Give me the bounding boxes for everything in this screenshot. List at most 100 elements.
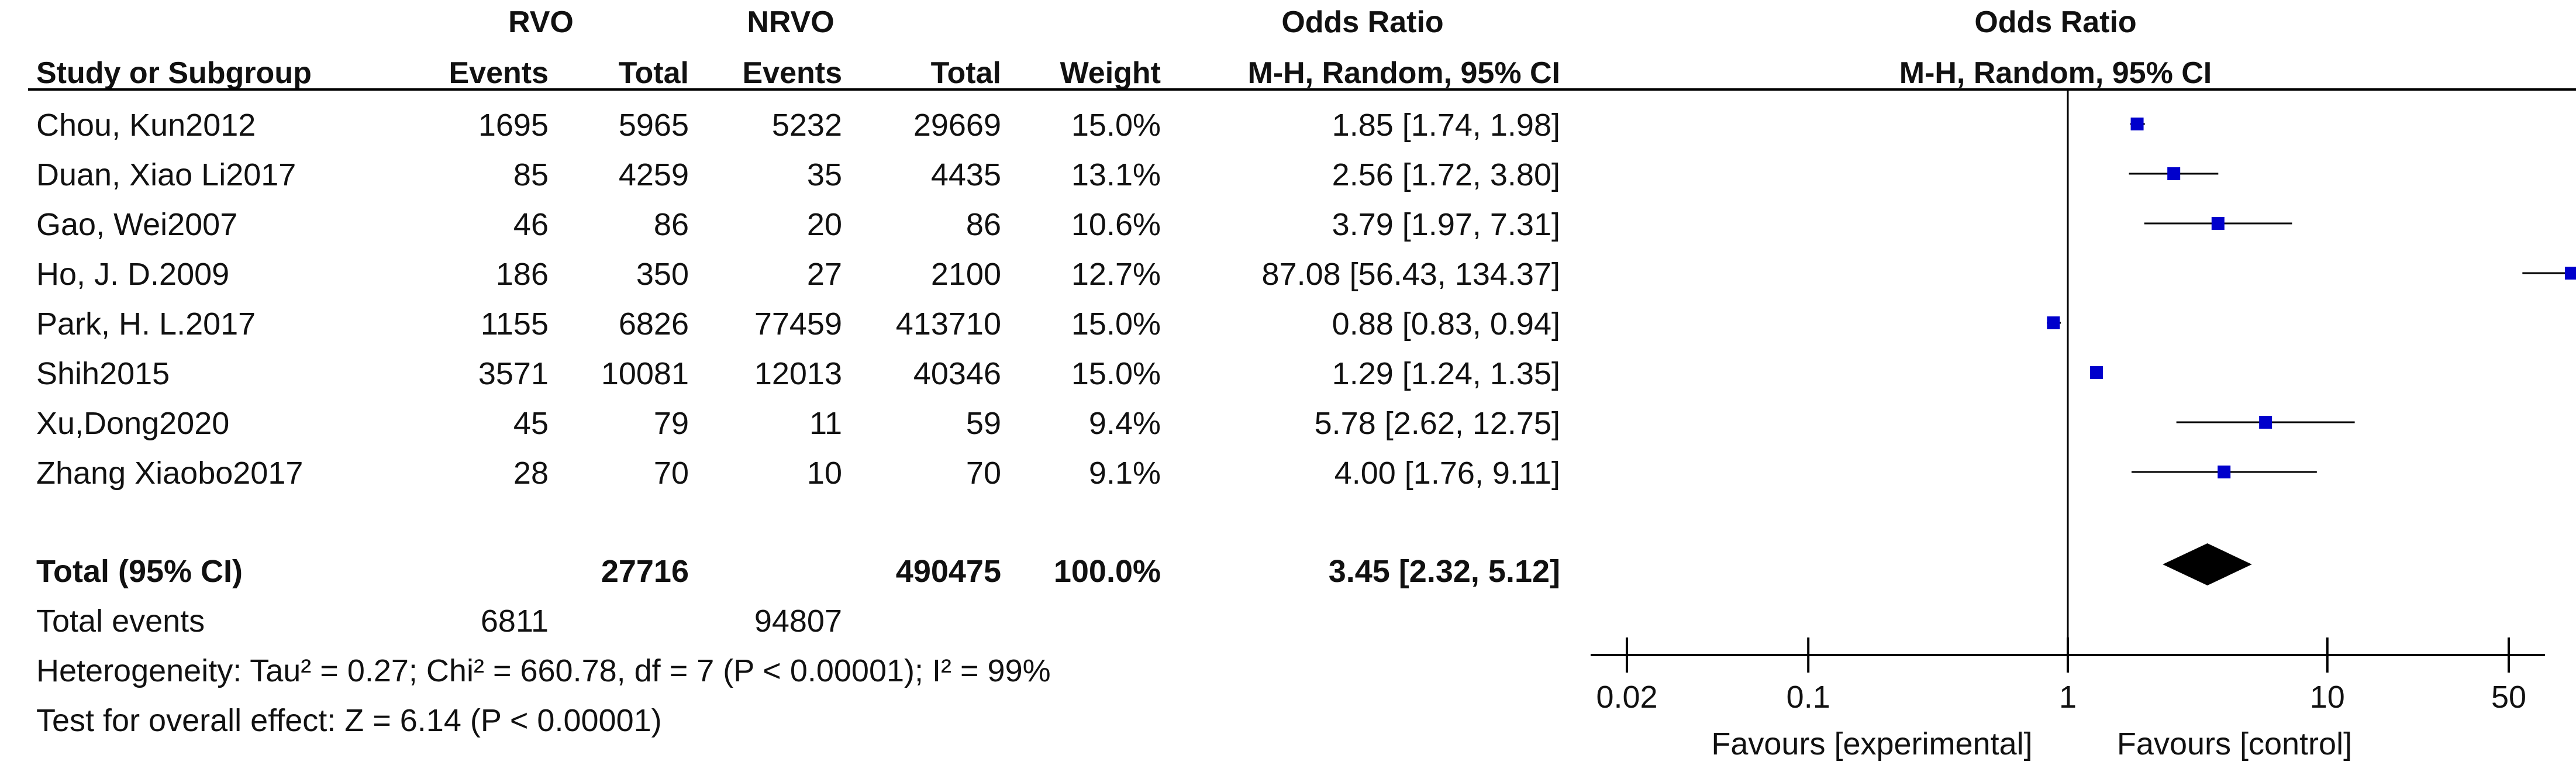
total-row: Total (95% CI) 27716 490475 100.0% 3.45 …: [36, 554, 1560, 589]
weight-cell: 15.0%: [1071, 356, 1161, 391]
weight-column-header: Weight: [1060, 56, 1161, 90]
plot-title: Odds Ratio: [1974, 5, 2136, 39]
point-estimate: [2564, 267, 2576, 280]
study-markers: [2047, 118, 2576, 478]
group2-header: NRVO: [747, 5, 834, 39]
table-row: Duan, Xiao Li2017 85 4259 35 4435 13.1% …: [36, 157, 1560, 192]
weight-cell: 9.1%: [1089, 456, 1161, 491]
favours-control-label: Favours [control]: [2117, 726, 2352, 761]
total2-cell: 413710: [896, 306, 1001, 342]
or-cell: 1.85 [1.74, 1.98]: [1332, 108, 1560, 143]
study-name: Chou, Kun2012: [36, 108, 256, 143]
events1-cell: 45: [513, 406, 549, 441]
group1-header: RVO: [508, 5, 574, 39]
or-cell: 0.88 [0.83, 0.94]: [1332, 306, 1560, 342]
point-estimate: [2047, 316, 2060, 329]
total2-cell: 40346: [913, 356, 1001, 391]
events2-cell: 12013: [754, 356, 842, 391]
table-row: Ho, J. D.2009 186 350 27 2100 12.7% 87.0…: [36, 257, 1560, 292]
study-name: Ho, J. D.2009: [36, 257, 229, 292]
favours-experimental-label: Favours [experimental]: [1711, 726, 2032, 761]
total1-cell: 350: [636, 257, 689, 292]
events1-cell: 28: [513, 456, 549, 491]
study-name: Duan, Xiao Li2017: [36, 157, 296, 192]
events2-cell: 20: [807, 207, 842, 242]
events2-cell: 35: [807, 157, 842, 192]
events1-cell: 1695: [478, 108, 549, 143]
events1-cell: 46: [513, 207, 549, 242]
total-events-label: Total events: [36, 604, 205, 639]
total2-cell: 59: [966, 406, 1001, 441]
x-tick-label: 50: [2491, 680, 2526, 715]
weight-cell: 12.7%: [1071, 257, 1161, 292]
total2-cell: 4435: [931, 157, 1001, 192]
total1-cell: 6826: [619, 306, 689, 342]
total-events-row: Total events 6811 94807: [36, 604, 842, 639]
table-row: Shih2015 3571 10081 12013 40346 15.0% 1.…: [36, 356, 1560, 391]
total2-cell: 86: [966, 207, 1001, 242]
method-column-header: M-H, Random, 95% CI: [1248, 56, 1561, 90]
total2-sum: 490475: [896, 554, 1001, 589]
point-estimate: [2218, 466, 2231, 478]
events2-cell: 77459: [754, 306, 842, 342]
total1-cell: 4259: [619, 157, 689, 192]
table-header: RVO NRVO Odds Ratio Odds Ratio Study or …: [28, 5, 2576, 91]
events1-cell: 1155: [481, 306, 549, 342]
total-events2: 94807: [754, 604, 842, 639]
total2-column-header: Total: [931, 56, 1001, 90]
total1-cell: 79: [654, 406, 689, 441]
heterogeneity-text: Heterogeneity: Tau² = 0.27; Chi² = 660.7…: [36, 653, 1051, 688]
point-estimate: [2167, 167, 2181, 180]
study-name: Gao, Wei2007: [36, 207, 237, 242]
pooled-or: 3.45 [2.32, 5.12]: [1329, 554, 1560, 589]
study-name: Park, H. L.2017: [36, 306, 256, 342]
events1-cell: 85: [513, 157, 549, 192]
total1-column-header: Total: [619, 56, 689, 90]
forest-plot: 0.02 0.1 1 10 50 Favours [experimental] Favo…: [1591, 89, 2576, 761]
x-tick-label: 10: [2310, 680, 2345, 715]
weight-cell: 15.0%: [1071, 108, 1161, 143]
x-tick-label: 0.02: [1596, 680, 1657, 715]
total-label: Total (95% CI): [36, 554, 243, 589]
x-tick-label: 1: [2059, 680, 2077, 715]
events1-cell: 3571: [478, 356, 549, 391]
study-name: Xu,Dong2020: [36, 406, 229, 441]
table-row: Park, H. L.2017 1155 6826 77459 413710 1…: [36, 306, 1560, 342]
table-row: Zhang Xiaobo2017 28 70 10 70 9.1% 4.00 […: [36, 456, 1560, 491]
events2-cell: 5232: [772, 108, 842, 143]
or-column-header: Odds Ratio: [1281, 5, 1443, 39]
plot-subtitle: M-H, Random, 95% CI: [1899, 56, 2212, 90]
total-weight: 100.0%: [1054, 554, 1161, 589]
weight-cell: 15.0%: [1071, 306, 1161, 342]
events2-cell: 11: [809, 406, 842, 441]
table-row: Xu,Dong2020 45 79 11 59 9.4% 5.78 [2.62,…: [36, 406, 1560, 441]
study-rows: Chou, Kun2012 1695 5965 5232 29669 15.0%…: [36, 108, 1560, 491]
total2-cell: 70: [966, 456, 1001, 491]
total1-cell: 5965: [619, 108, 689, 143]
study-name: Zhang Xiaobo2017: [36, 456, 303, 491]
weight-cell: 9.4%: [1089, 406, 1161, 441]
events2-cell: 27: [807, 257, 842, 292]
total2-cell: 2100: [931, 257, 1001, 292]
events2-cell: 10: [807, 456, 842, 491]
table-row: Gao, Wei2007 46 86 20 86 10.6% 3.79 [1.9…: [36, 207, 1560, 242]
or-cell: 5.78 [2.62, 12.75]: [1315, 406, 1560, 441]
study-name: Shih2015: [36, 356, 170, 391]
total2-cell: 29669: [913, 108, 1001, 143]
study-column-header: Study or Subgroup: [36, 56, 312, 90]
point-estimate: [2090, 366, 2103, 379]
total-events1: 6811: [481, 604, 549, 639]
total1-sum: 27716: [601, 554, 689, 589]
x-axis-ticks: 0.02 0.1 1 10 50: [1596, 637, 2526, 715]
weight-cell: 10.6%: [1071, 207, 1161, 242]
or-cell: 4.00 [1.76, 9.11]: [1334, 456, 1560, 491]
table-row: Chou, Kun2012 1695 5965 5232 29669 15.0%…: [36, 108, 1560, 143]
events1-column-header: Events: [449, 56, 549, 90]
or-cell: 2.56 [1.72, 3.80]: [1332, 157, 1560, 192]
point-estimate: [2130, 118, 2144, 130]
total1-cell: 10081: [601, 356, 689, 391]
events2-column-header: Events: [742, 56, 842, 90]
or-cell: 87.08 [56.43, 134.37]: [1262, 257, 1560, 292]
overall-effect-text: Test for overall effect: Z = 6.14 (P < 0…: [36, 703, 662, 738]
